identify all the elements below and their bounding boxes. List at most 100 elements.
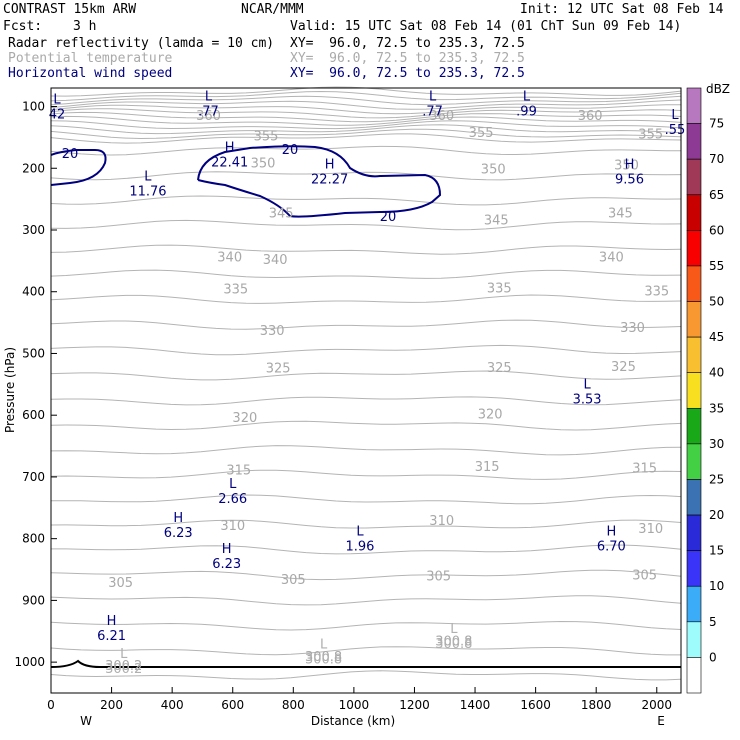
theta-contour [50,115,682,126]
theta-contour [50,128,682,140]
theta-contour [50,124,682,135]
wind-extremum-marker: H [225,141,235,156]
y-tick-label: 400 [22,285,45,299]
theta-label: 335 [644,284,669,299]
field-name-wind: Horizontal wind speed [8,66,173,81]
wind-extremum-value: 3.53 [573,393,602,408]
ground-line [50,659,681,668]
theta-label: 310 [220,519,245,534]
wind-extremum-value: .77 [198,104,219,119]
wind-extremum-marker: H [107,614,117,629]
wind-extremum-value: 42 [49,108,66,123]
colorbar-swatch [686,407,702,445]
model-title: CONTRAST 15km ARW [3,2,137,17]
colorbar-label: 65 [709,188,724,202]
wind-extremum-value: 22.27 [311,172,348,187]
theta-label: 340 [217,251,242,266]
wind-extremum-value: 1.96 [345,540,374,555]
theta-label: 330 [620,321,645,336]
theta-contour [50,145,681,156]
colorbar-label: 70 [709,152,724,166]
colorbar-swatch [686,123,702,160]
theta-label: 350 [614,159,639,174]
wind-contour-20 [197,145,442,218]
colorbar-swatch [686,585,702,623]
x-tick-label: 1400 [460,698,491,712]
theta-contour [50,319,682,330]
theta-label: 300.8 [435,635,472,650]
theta-label: 310 [638,522,663,537]
theta-label: 320 [478,407,503,422]
theta-contour [50,133,682,144]
x-tick-label: 1800 [581,698,612,712]
axes: 0 200 400 600 800 1000 1200 1400 1600 1800 2000 100… [14,100,672,712]
theta-label: 305 [281,573,306,588]
theta-extremum-marker: L [120,647,128,662]
wind-extremum-marker: H [606,525,616,540]
colorbar-swatch [686,621,702,658]
organization: NCAR/MMM [241,2,304,17]
theta-contour [50,670,682,681]
theta-label: 360 [429,109,454,124]
wind-extremum-value: 6.21 [97,629,126,644]
y-tick-label: 800 [22,532,45,546]
theta-contour [50,294,682,304]
theta-label: 360 [196,109,221,124]
colorbar-label: 35 [709,401,724,415]
colorbar-label: 45 [709,330,724,344]
theta-label: 325 [487,361,512,376]
wind-extremum-marker: L [205,89,213,104]
y-tick-label: 300 [22,223,45,237]
theta-label: 335 [223,283,248,298]
wind-extremum-value: 2.66 [218,492,247,507]
x-tick-label: 400 [161,698,184,712]
theta-label: 325 [611,360,636,375]
theta-contour [50,646,681,656]
plot-frame [50,87,682,694]
theta-contour-lines [50,86,682,681]
theta-contour [50,344,682,356]
theta-label: 355 [254,130,279,145]
colorbar-swatch [686,657,702,694]
wind-extremum-value: .77 [422,104,443,119]
x-tick-label: 1600 [520,698,551,712]
theta-label: 305 [632,568,657,583]
theta-contour [50,569,682,581]
wind-extremum-marker: H [625,157,635,172]
wind-extremum-marker: L [229,477,237,492]
y-tick-label: 900 [22,593,45,607]
theta-contour [50,396,682,406]
theta-contour [50,469,682,480]
y-axis-label: Pressure (hPa) [3,347,17,433]
theta-label: 355 [469,126,494,141]
y-tick-label: 200 [22,161,45,175]
theta-contour [50,104,681,115]
field-name-theta: Potential temperature [8,51,173,66]
colorbar-swatch [686,443,702,480]
forecast-hour: 3 h [73,19,97,34]
wind-extremum-marker: H [173,511,183,526]
colorbar-label: 50 [709,295,724,309]
field-xy-reflectivity: XY= 96.0, 72.5 to 235.3, 72.5 [290,36,525,51]
theta-contour [50,445,682,456]
theta-extremum-marker: L [450,622,458,637]
theta-label: 345 [269,207,294,222]
theta-contour [50,195,682,206]
wind-extremum-marker: H [222,542,232,557]
colorbar-swatch [686,158,702,196]
theta-contour [50,269,682,279]
theta-label: 325 [266,362,291,377]
y-tick-label: 700 [22,470,45,484]
wind-extremum-marker: L [144,170,152,185]
theta-label: 315 [632,462,657,477]
theta-label: 305 [426,570,451,585]
wind-extremum-value: 9.56 [615,172,644,187]
colorbar-swatch [686,372,702,409]
theta-label: 360 [578,109,603,124]
wind-extremum-marker: L [429,89,437,104]
theta-contour [50,595,682,606]
theta-label: 310 [429,514,454,529]
colorbar-swatch [686,265,702,302]
theta-contour [50,494,682,505]
